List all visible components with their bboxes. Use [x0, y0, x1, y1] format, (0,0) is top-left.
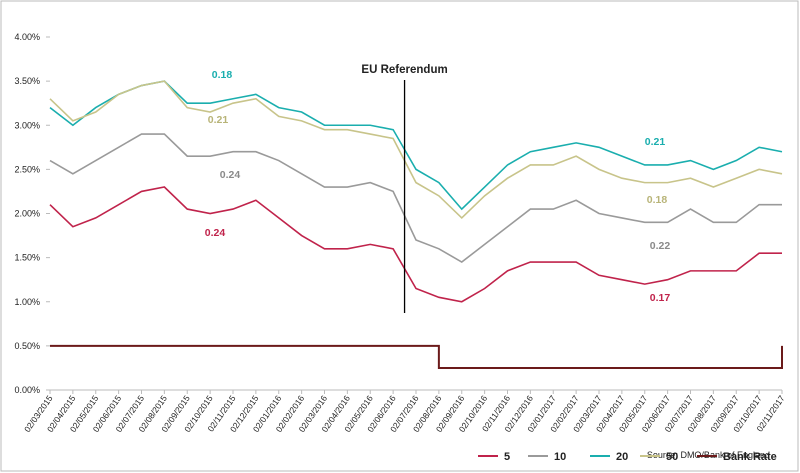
series-line	[49, 186, 782, 303]
y-tick-label: 4.00%	[14, 32, 40, 42]
y-tick-label: 1.50%	[14, 253, 40, 263]
annotation: 0.18	[647, 194, 668, 206]
legend-label: 5	[504, 451, 510, 463]
annotation: 0.21	[645, 136, 666, 148]
y-tick-label: 2.00%	[14, 209, 40, 219]
event-label: EU Referendum	[361, 64, 447, 76]
y-tick-label: 1.00%	[14, 297, 40, 307]
series-line	[49, 80, 783, 211]
legend-label: 10	[554, 451, 566, 463]
y-tick-label: 2.50%	[14, 164, 40, 174]
annotation: 0.24	[205, 227, 226, 239]
annotation: 0.22	[650, 240, 671, 252]
legend-label: 50	[666, 451, 678, 463]
annotation: 0.24	[220, 169, 241, 181]
annotation: 0.21	[208, 114, 229, 126]
y-tick-label: 3.50%	[14, 76, 40, 86]
series-line	[50, 344, 783, 369]
legend-label: 20	[616, 451, 628, 463]
series-line	[49, 133, 782, 263]
annotation: 0.18	[212, 69, 233, 81]
series-line	[49, 80, 783, 220]
y-tick-label: 0.00%	[14, 385, 40, 395]
annotation: 0.17	[650, 292, 671, 304]
legend-label: Bank Rate	[723, 451, 777, 463]
y-tick-label: 0.50%	[14, 341, 40, 351]
y-tick-label: 3.00%	[14, 120, 40, 130]
